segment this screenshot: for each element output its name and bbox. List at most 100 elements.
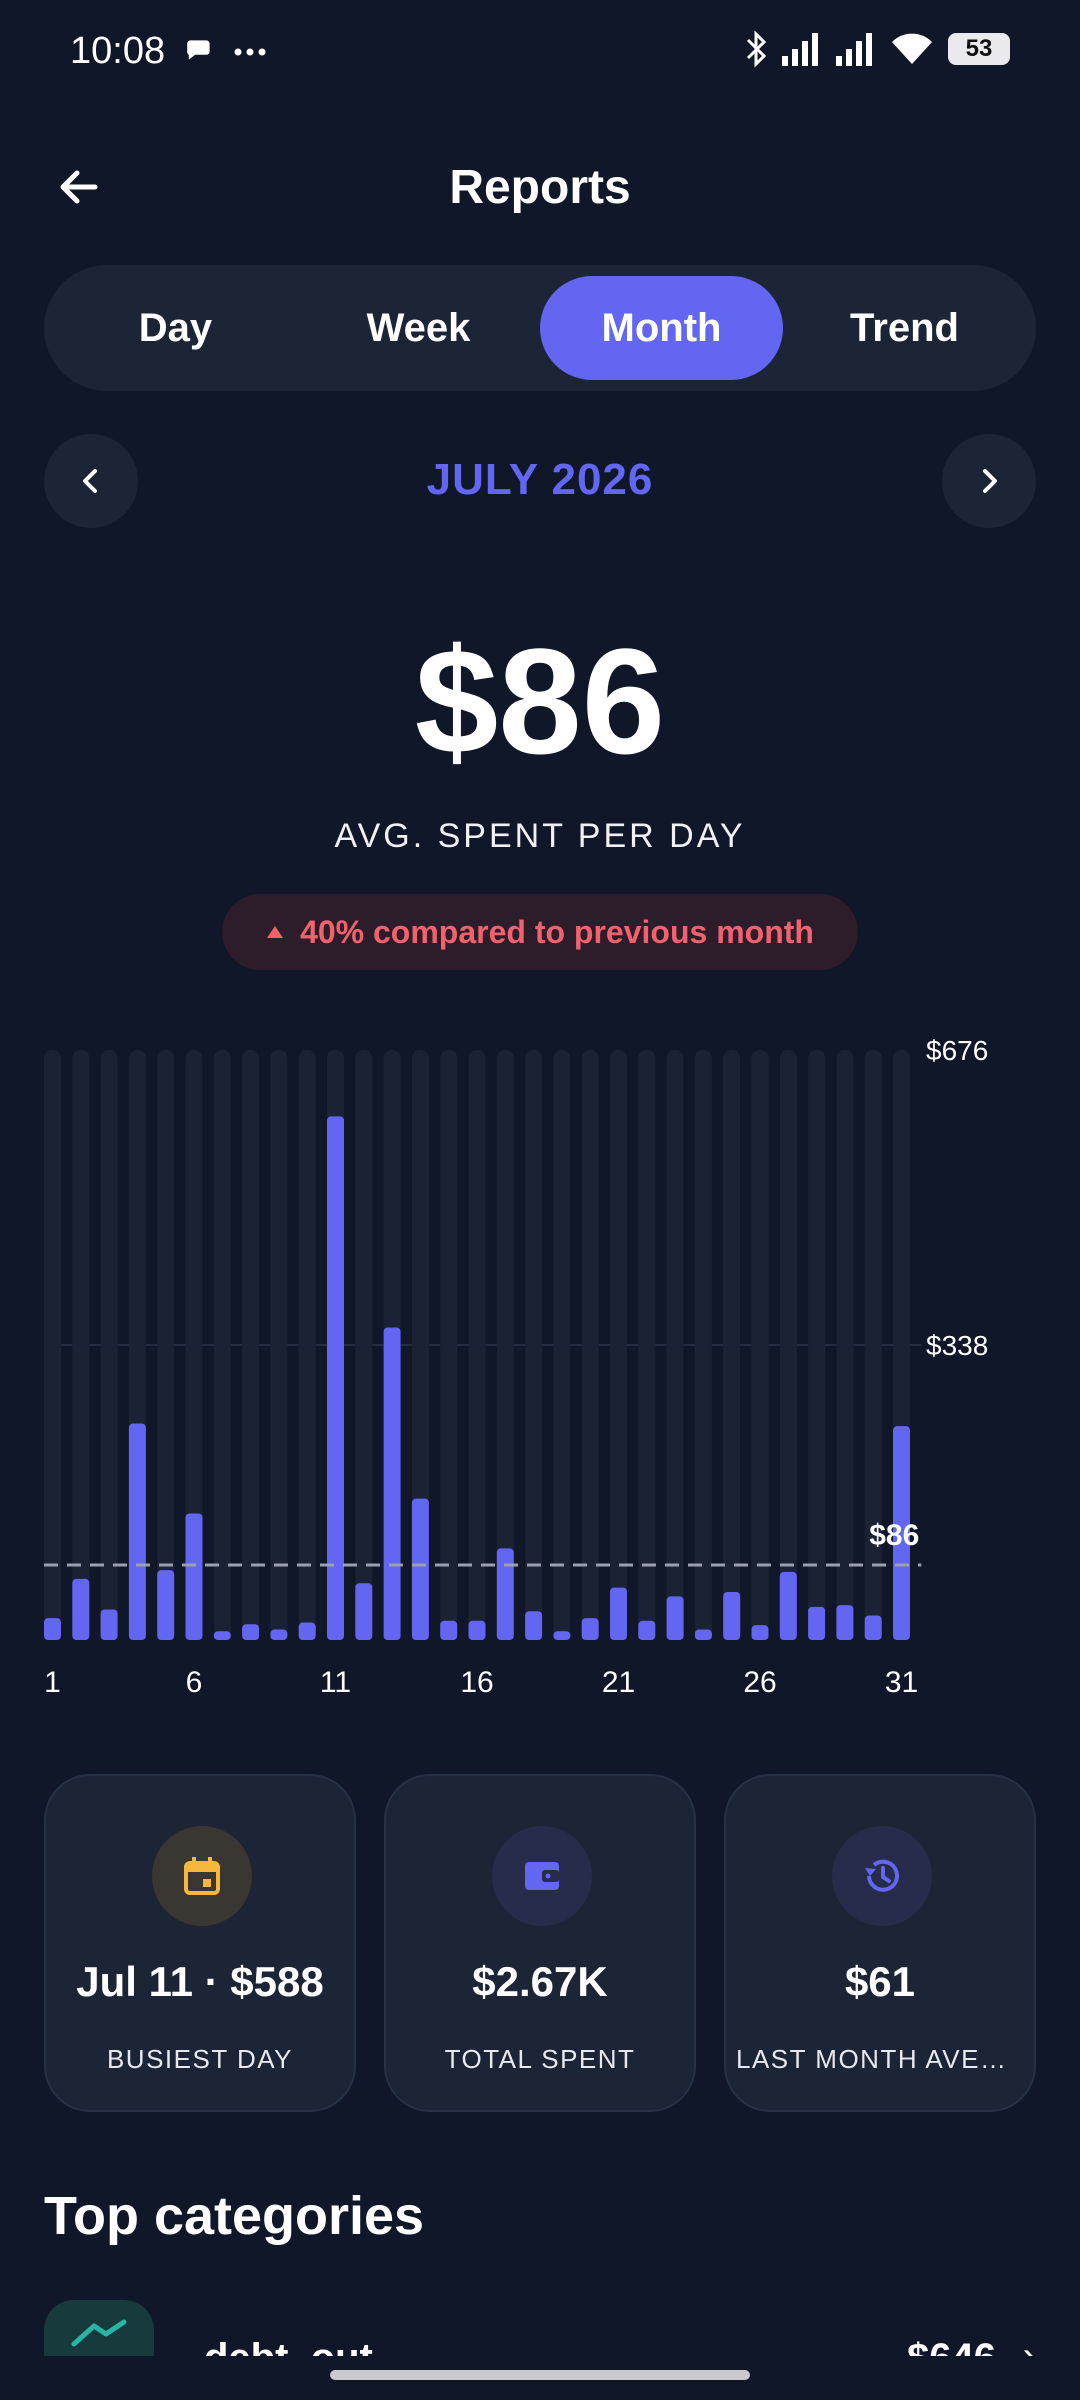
period-tabs: Day Week Month Trend [44,265,1036,391]
bar [610,1587,627,1640]
last-month-average-value: $61 [844,1958,916,2005]
bar-track [100,1050,118,1640]
bar-track [72,1050,90,1640]
bar-track [666,1050,684,1640]
bar [496,1548,514,1640]
x-tick-label: 16 [460,1666,493,1699]
status-right-icons: 53 [744,30,1010,68]
calendar-icon [152,1826,252,1926]
bar [694,1629,712,1640]
triangle-up-icon [267,926,284,938]
bar [751,1625,769,1640]
chevron-right-icon: › [1022,2334,1036,2356]
total-spent-label: TOTAL SPENT [444,2044,636,2074]
bar-track [213,1050,231,1640]
bar [185,1513,203,1640]
handshake-icon [44,2300,154,2356]
busiest-day-value: Jul 11 · $588 [76,1958,324,2005]
bar [411,1498,429,1640]
last-month-average-label: LAST MONTH AVERAGE [736,2044,1024,2074]
bar-track [610,1050,627,1640]
category-name: debt_out [204,2336,373,2356]
bar-track [157,1050,175,1640]
stat-card-busiest-day: Jul 11 · $588 BUSIEST DAY [44,1774,356,2112]
bar-track [270,1050,288,1640]
bar [666,1596,684,1640]
bar [893,1426,910,1640]
bar-track [723,1050,741,1640]
bar [128,1423,146,1640]
bar [440,1620,458,1640]
bar [383,1327,401,1640]
page-title: Reports [449,161,631,214]
signal-icon [836,33,872,66]
bar [327,1116,344,1640]
bar-track [836,1050,854,1640]
next-period-button[interactable] [942,434,1036,528]
bar-track [44,1050,61,1640]
bar-track [864,1050,882,1640]
bar [270,1629,288,1640]
bar [723,1591,741,1640]
stat-card-last-month-average: $61 LAST MONTH AVERAGE [724,1774,1036,2112]
bar [553,1631,571,1640]
bar-track [355,1050,373,1640]
category-value: $646 [907,2336,996,2356]
x-tick-label: 6 [186,1666,203,1699]
total-spent-value: $2.67K [472,1958,608,2005]
wallet-icon [492,1826,592,1926]
y-tick-label: $676 [926,1035,988,1066]
bar [468,1620,486,1640]
wifi-icon [892,33,932,64]
bar [581,1618,599,1640]
average-spent-value: $86 [414,617,666,785]
bar-track [496,1050,514,1640]
status-left-icons [184,34,274,72]
previous-period-button[interactable] [44,434,138,528]
back-button[interactable] [44,152,114,222]
bar [213,1631,231,1640]
change-badge: 40% compared to previous month [222,894,858,970]
bar-track [808,1050,826,1640]
chevron-right-icon [983,469,997,493]
bar-track [779,1050,797,1640]
bar-track [581,1050,599,1640]
bar-track [468,1050,486,1640]
bar-track [553,1050,571,1640]
bluetooth-icon [746,30,767,68]
bar [808,1606,826,1640]
bar [638,1620,656,1640]
battery-indicator: 53 [948,33,1010,65]
chevron-left-icon [83,469,97,493]
bar-track [440,1050,458,1640]
y-tick-label: $338 [926,1330,988,1361]
bar [779,1571,797,1640]
change-text: 40% compared to previous month [300,913,814,950]
bar [864,1615,882,1640]
x-tick-label: 26 [743,1666,776,1699]
average-label: $86 [869,1519,919,1552]
bar [355,1583,373,1640]
arrow-left-icon [60,170,98,204]
tab-month[interactable]: Month [540,276,783,380]
bar-track [638,1050,656,1640]
top-categories-title: Top categories [44,2186,425,2246]
tab-day[interactable]: Day [138,305,213,350]
tab-trend[interactable]: Trend [850,305,959,350]
tab-week[interactable]: Week [366,305,471,350]
x-tick-label: 21 [602,1666,635,1699]
bar-track [185,1050,203,1640]
bar [72,1578,90,1640]
more-icon [234,48,266,56]
home-indicator[interactable] [330,2370,750,2380]
category-row[interactable]: debt_out $646 › [44,2300,1036,2356]
bar-track [694,1050,712,1640]
bar [298,1622,316,1640]
bar-track [751,1050,769,1640]
bar-track [525,1050,543,1640]
busiest-day-label: BUSIEST DAY [106,2044,294,2074]
bar-track [411,1050,429,1640]
average-spent-caption: AVG. SPENT PER DAY [334,817,746,855]
chat-icon [187,40,210,60]
x-tick-label: 31 [885,1666,918,1699]
